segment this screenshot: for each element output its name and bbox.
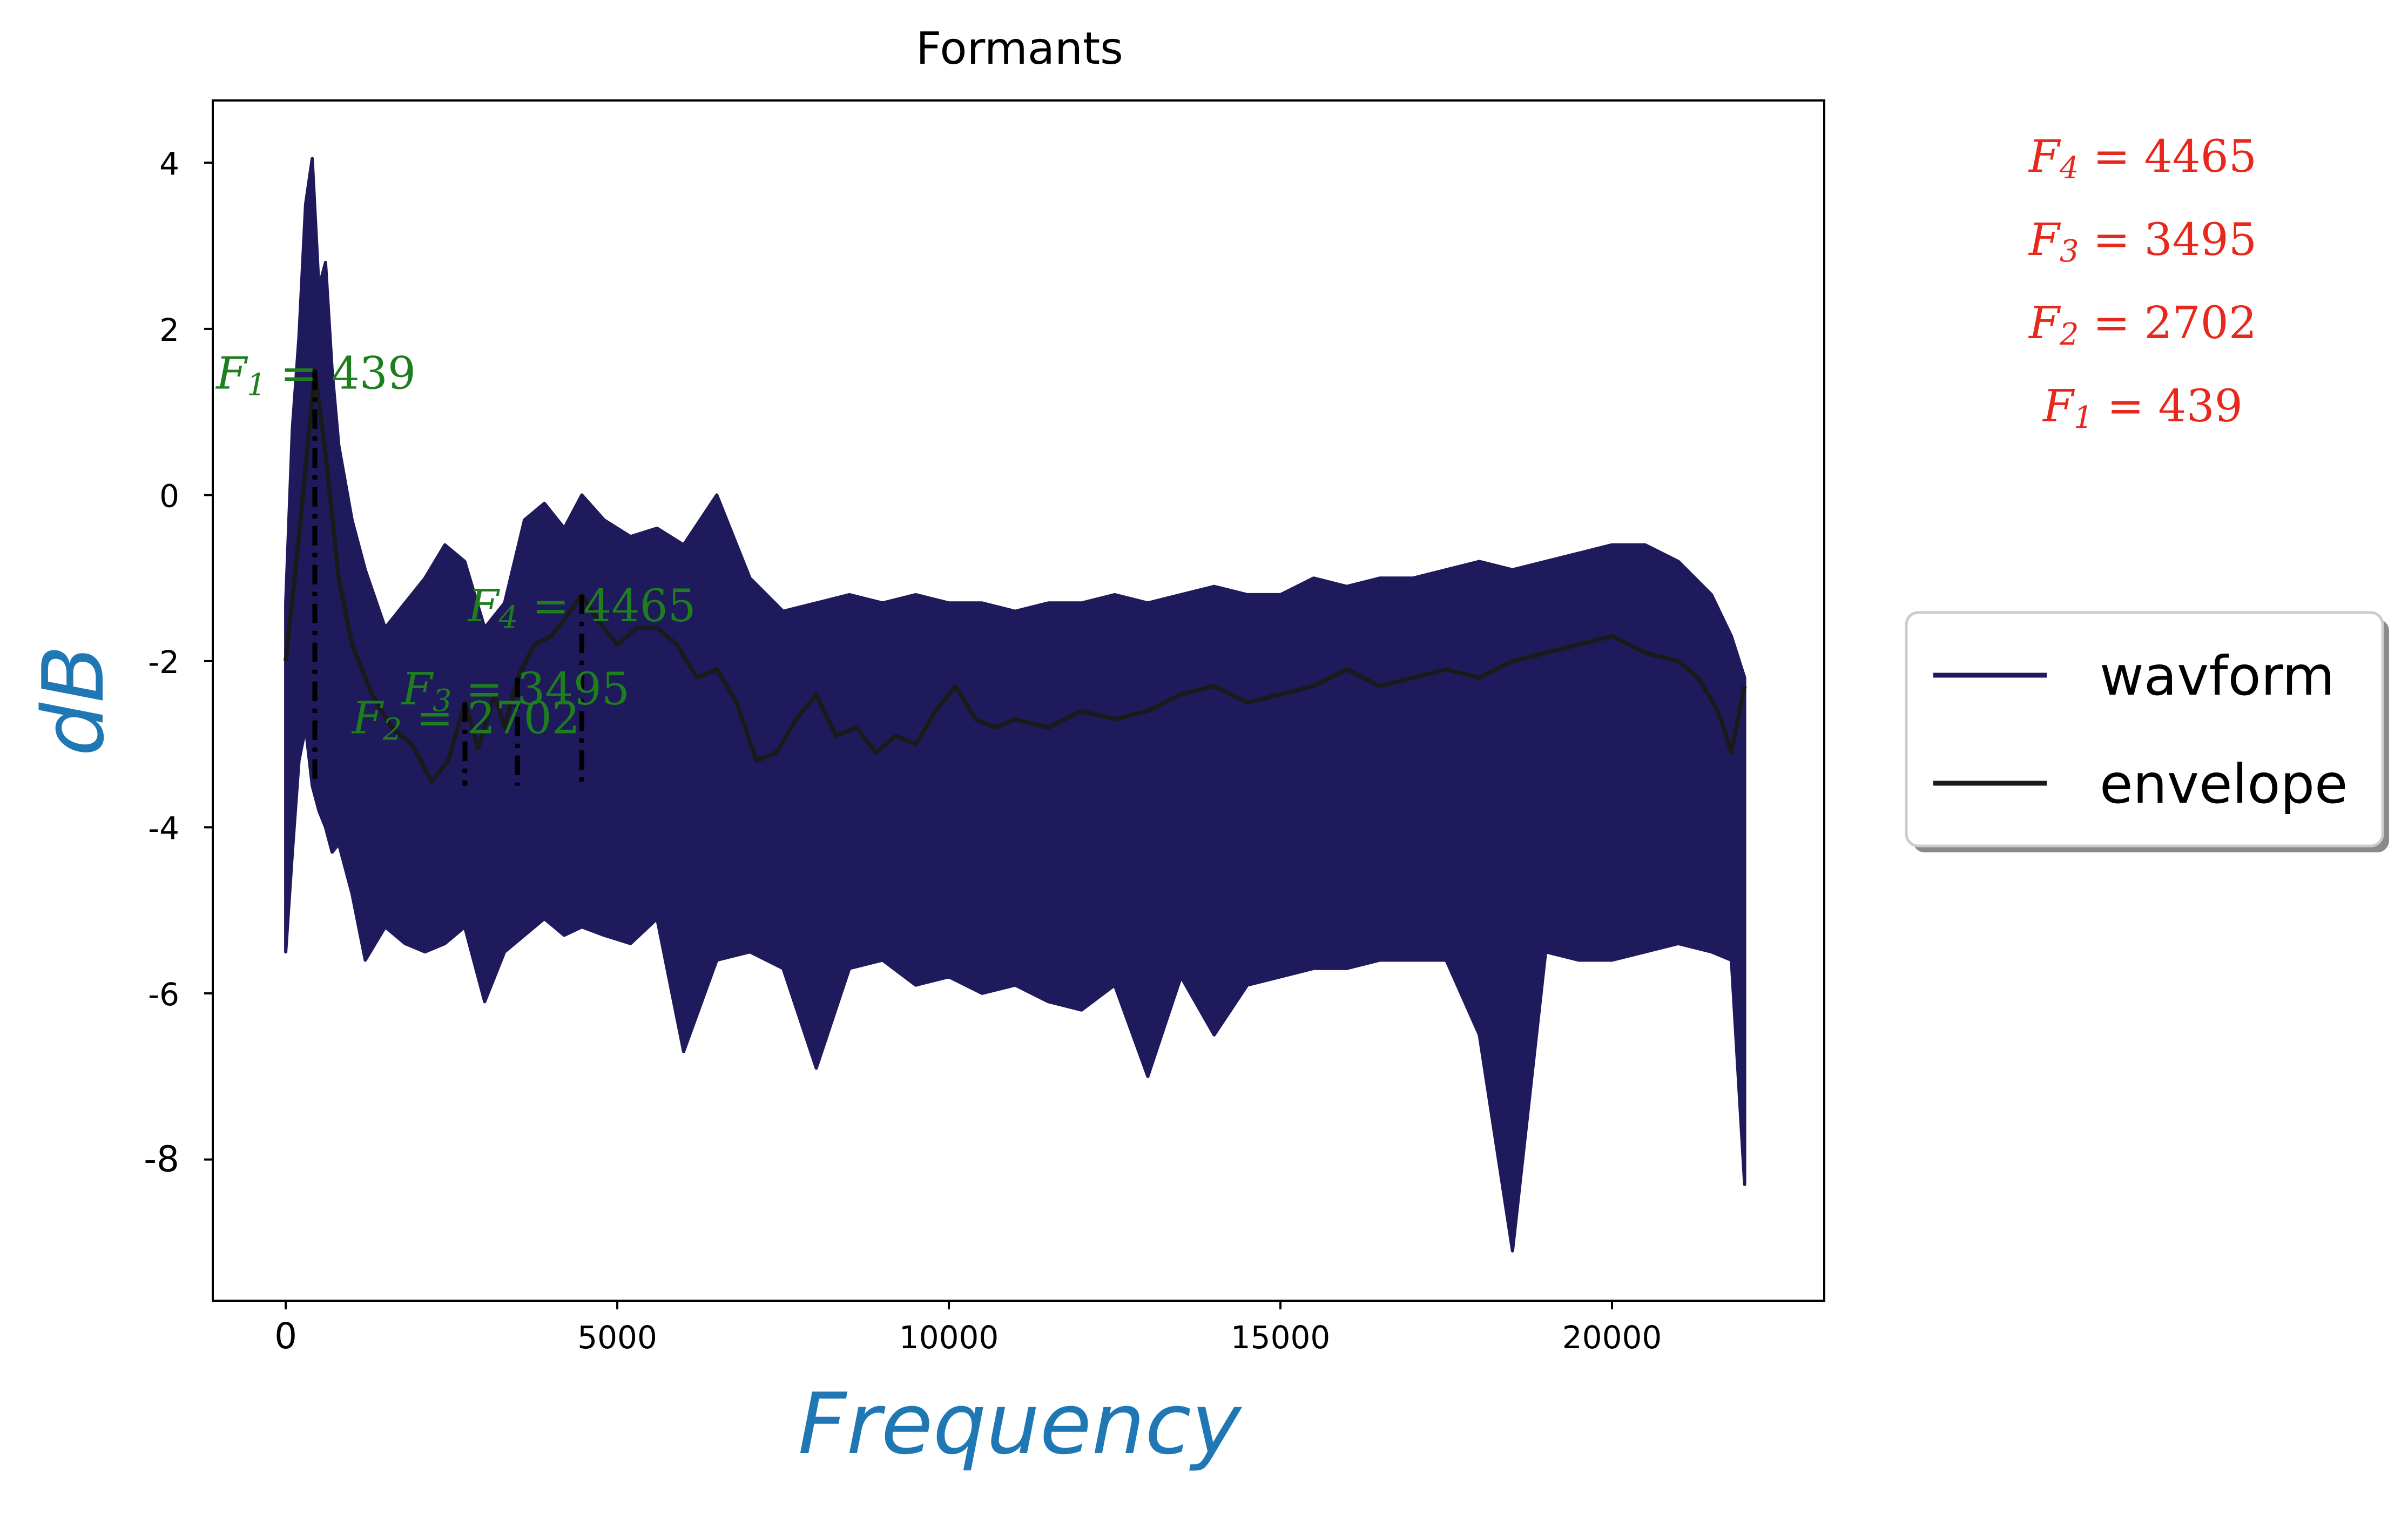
side-label-F4-base: F <box>2028 131 2061 183</box>
side-label-F1-value: = 439 <box>2093 381 2243 432</box>
legend-entries: wavform envelope <box>1933 644 2348 816</box>
x-axis-label: Frequency <box>798 1375 1243 1473</box>
formant-annotation-4: F4 = 4465 <box>467 581 696 635</box>
x-tick-label: 20000 <box>1562 1319 1662 1356</box>
legend-label-wavform: wavform <box>2100 644 2335 708</box>
legend-label-envelope: envelope <box>2100 752 2348 816</box>
formant-annotation-2-value: = 2702 <box>402 693 580 744</box>
side-label-F1-base: F <box>2042 381 2075 432</box>
legend-box <box>1905 611 2384 848</box>
side-label-F2-base: F <box>2028 298 2061 349</box>
formant-annotation-3-base: F <box>401 664 434 715</box>
series-wavform <box>284 157 1746 1253</box>
side-label-F4: F4 = 4465 <box>2028 131 2257 186</box>
side-label-F4-value: = 4465 <box>2079 131 2257 183</box>
y-tick-label: 0 <box>159 478 179 514</box>
x-tick-label: 10000 <box>899 1319 999 1356</box>
side-label-F1-subscript: 1 <box>2074 400 2093 435</box>
plot-area <box>284 157 1747 1253</box>
y-tick-label: 2 <box>159 312 179 348</box>
formant-annotation-4-subscript: 4 <box>498 600 518 635</box>
formant-annotation-2-subscript: 2 <box>382 712 402 748</box>
chart-title: Formants <box>916 23 1123 75</box>
side-label-F3-base: F <box>2028 214 2061 266</box>
plot-frame <box>212 99 1825 1302</box>
side-label-F4-subscript: 4 <box>2059 151 2079 186</box>
side-label-F2-subscript: 2 <box>2059 317 2079 352</box>
y-tick-label: -6 <box>148 976 179 1013</box>
y-tick-label: -8 <box>144 1139 179 1180</box>
side-label-F2-value: = 2702 <box>2079 298 2257 349</box>
side-label-F3-subscript: 3 <box>2060 234 2079 269</box>
y-axis-label: dB <box>24 645 123 756</box>
x-tick-label: 0 <box>274 1315 297 1357</box>
side-label-F1: F1 = 439 <box>2042 381 2243 435</box>
y-tick-label: 4 <box>159 145 179 182</box>
side-label-F2: F2 = 2702 <box>2028 298 2257 352</box>
y-tick-label: -2 <box>148 644 179 681</box>
side-label-F3: F3 = 3495 <box>2028 214 2257 269</box>
formant-annotation-1-value: = 439 <box>266 348 416 399</box>
formant-annotation-4-base: F <box>467 581 501 632</box>
formant-annotation-1-base: F <box>215 348 248 399</box>
formant-annotation-3: F3 = 3495 <box>401 664 630 718</box>
formant-annotation-4-value: = 4465 <box>518 581 696 632</box>
x-tick-label: 15000 <box>1231 1319 1331 1356</box>
x-tick-label: 5000 <box>577 1319 657 1356</box>
formant-annotation-1-subscript: 1 <box>247 368 266 403</box>
legend: wavform envelope <box>1905 611 2389 852</box>
side-label-F3-value: = 3495 <box>2079 214 2257 266</box>
axis-ticks: 0 5000 10000 15000 20000 4 2 0 -2 -4 -6 -8 <box>144 145 1662 1357</box>
formant-annotation-2-base: F <box>351 693 385 744</box>
series-envelope <box>284 368 1747 784</box>
formant-annotation-1: F1 = 439 <box>215 348 416 402</box>
plot-series-group <box>284 157 1747 1253</box>
formant-annotation-3-value: = 3495 <box>452 664 630 715</box>
formant-annotation-3-subscript: 3 <box>433 683 452 718</box>
formant-annotation-2: F2 = 2702 <box>351 693 580 748</box>
y-tick-label: -4 <box>148 810 179 847</box>
